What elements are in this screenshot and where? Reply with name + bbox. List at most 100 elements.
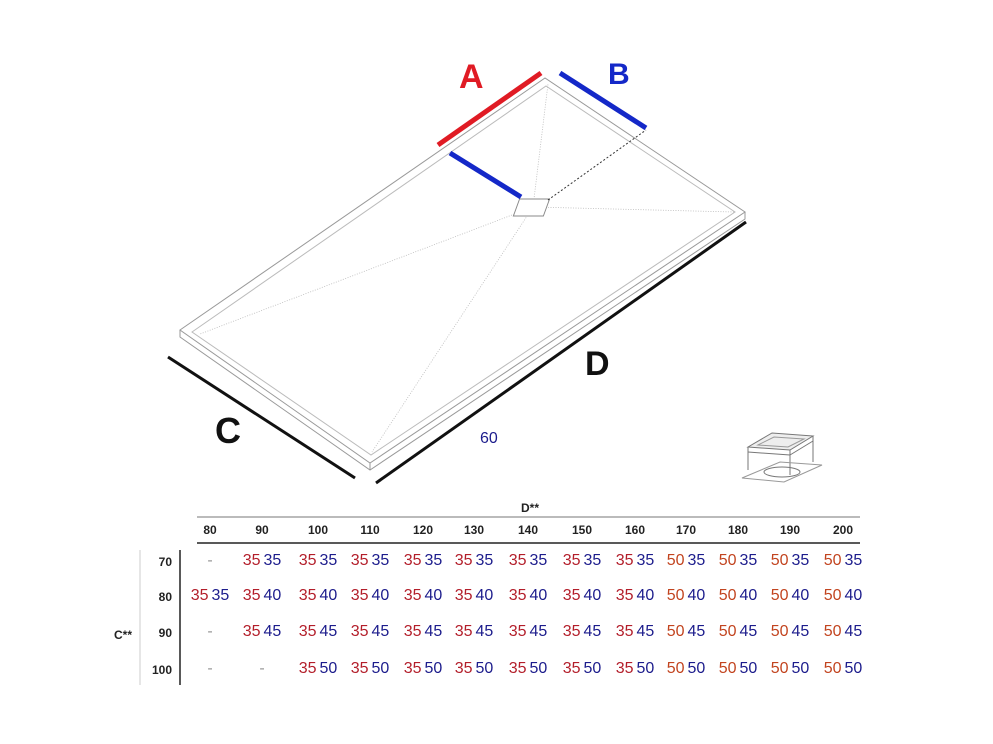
value-b: 50 xyxy=(319,660,338,677)
value-b: 40 xyxy=(739,587,758,604)
column-header: 130 xyxy=(463,523,485,537)
value-b: 45 xyxy=(583,623,602,640)
label-c: C xyxy=(215,410,241,451)
value-b: 40 xyxy=(371,587,390,604)
value-a: 35 xyxy=(403,552,422,569)
dimension-b-line xyxy=(558,70,648,131)
value-b: 45 xyxy=(529,623,548,640)
table-cell: 35 35 xyxy=(243,552,282,570)
value-b: 50 xyxy=(791,660,810,677)
table-cell: 35 50 xyxy=(616,660,655,678)
value-a: 35 xyxy=(508,660,527,677)
value-a: 50 xyxy=(666,660,685,677)
value-b: 40 xyxy=(583,587,602,604)
value-a: 35 xyxy=(615,623,634,640)
table-cell: 35 40 xyxy=(616,587,655,605)
label-b: B xyxy=(608,58,630,91)
table-cell: 35 45 xyxy=(299,623,338,641)
value-b: 45 xyxy=(475,623,494,640)
value-b: 50 xyxy=(583,660,602,677)
table-cell: 50 35 xyxy=(719,552,758,570)
value-b: 35 xyxy=(687,552,706,569)
value-a: 35 xyxy=(508,587,527,604)
column-header: 90 xyxy=(255,523,269,537)
value-b: 35 xyxy=(636,552,655,569)
value-b: 50 xyxy=(371,660,390,677)
column-title: D** xyxy=(520,501,540,515)
table-cell: 50 40 xyxy=(667,587,706,605)
value-a: 35 xyxy=(350,552,369,569)
table-cell: 35 40 xyxy=(404,587,443,605)
value-a: 35 xyxy=(242,587,261,604)
value-b: 40 xyxy=(844,587,863,604)
value-a: 35 xyxy=(454,587,473,604)
label-a: A xyxy=(459,58,484,96)
column-header: 180 xyxy=(727,523,749,537)
value-a: 50 xyxy=(718,623,737,640)
value-a: 35 xyxy=(350,623,369,640)
value-a: 50 xyxy=(666,552,685,569)
label-d: D xyxy=(585,345,610,383)
drain-square xyxy=(512,198,551,217)
drain-icon xyxy=(741,432,823,483)
dimension-a-line xyxy=(436,70,543,148)
column-header: 100 xyxy=(307,523,329,537)
empty-value: - xyxy=(259,660,265,677)
value-a: 35 xyxy=(562,660,581,677)
value-a: 50 xyxy=(823,552,842,569)
column-header: 150 xyxy=(571,523,593,537)
value-b: 40 xyxy=(529,587,548,604)
value-b: 35 xyxy=(424,552,443,569)
value-a: 50 xyxy=(770,587,789,604)
table-cell: 35 50 xyxy=(455,660,494,678)
value-b: 35 xyxy=(475,552,494,569)
table-cell: 50 35 xyxy=(667,552,706,570)
value-b: 50 xyxy=(739,660,758,677)
value-a: 35 xyxy=(508,552,527,569)
value-b: 35 xyxy=(529,552,548,569)
tray-outline xyxy=(179,77,746,471)
table-cell: 50 45 xyxy=(719,623,758,641)
value-a: 50 xyxy=(718,660,737,677)
value-b: 45 xyxy=(739,623,758,640)
value-b: 35 xyxy=(371,552,390,569)
table-cell: 35 50 xyxy=(351,660,390,678)
column-header: 170 xyxy=(675,523,697,537)
value-b: 40 xyxy=(636,587,655,604)
value-b: 40 xyxy=(424,587,443,604)
row-header: 70 xyxy=(158,555,172,569)
value-a: 35 xyxy=(615,587,634,604)
row-title: C** xyxy=(113,628,132,642)
table-cell: 35 45 xyxy=(509,623,548,641)
value-a: 35 xyxy=(562,552,581,569)
table-cell: 35 35 xyxy=(351,552,390,570)
value-b: 45 xyxy=(636,623,655,640)
table-cell: 50 50 xyxy=(719,660,758,678)
table-cell: - xyxy=(207,623,212,641)
value-b: 35 xyxy=(739,552,758,569)
value-b: 35 xyxy=(791,552,810,569)
value-a: 35 xyxy=(298,623,317,640)
value-a: 35 xyxy=(454,660,473,677)
value-a: 50 xyxy=(666,587,685,604)
table-cell: 35 50 xyxy=(509,660,548,678)
table-cell: - xyxy=(207,552,212,570)
value-b: 50 xyxy=(844,660,863,677)
dimension-b-lower-line xyxy=(448,150,523,200)
column-header: 160 xyxy=(624,523,646,537)
table-cell: 35 40 xyxy=(455,587,494,605)
value-a: 35 xyxy=(298,552,317,569)
table-cell: 50 50 xyxy=(667,660,706,678)
value-b: 40 xyxy=(263,587,282,604)
table-cell: 50 45 xyxy=(771,623,810,641)
table-cell: - xyxy=(207,660,212,678)
table-cell: 35 35 xyxy=(299,552,338,570)
value-b: 50 xyxy=(475,660,494,677)
value-b: 45 xyxy=(791,623,810,640)
value-a: 35 xyxy=(403,623,422,640)
table-cell: 35 50 xyxy=(563,660,602,678)
table-cell: 35 35 xyxy=(563,552,602,570)
column-header: 190 xyxy=(779,523,801,537)
row-header: 100 xyxy=(151,663,172,677)
